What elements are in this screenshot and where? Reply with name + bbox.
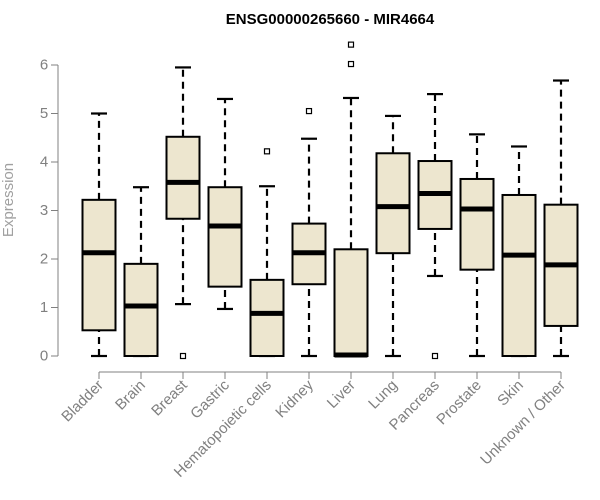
box-iqr bbox=[123, 262, 159, 358]
x-tick-label: Kidney bbox=[272, 376, 317, 421]
y-tick-label: 3 bbox=[40, 202, 48, 219]
x-tick-label: Lung bbox=[365, 377, 401, 413]
y-tick-label: 1 bbox=[40, 299, 48, 316]
outlier-point bbox=[347, 60, 355, 68]
box-iqr bbox=[459, 177, 495, 271]
box-iqr bbox=[81, 198, 117, 332]
box-iqr bbox=[333, 248, 369, 357]
outlier-point bbox=[305, 107, 313, 115]
y-tick-label: 4 bbox=[40, 154, 48, 171]
outlier-point bbox=[179, 352, 187, 360]
y-tick-label: 5 bbox=[40, 105, 48, 122]
y-axis-label: Expression bbox=[0, 163, 17, 237]
x-tick-label: Liver bbox=[324, 377, 359, 412]
x-tick-label: Bladder bbox=[58, 377, 107, 426]
x-tick-label: Skin bbox=[494, 377, 527, 410]
y-tick-label: 0 bbox=[40, 348, 48, 365]
outlier-point bbox=[431, 352, 439, 360]
box-iqr bbox=[165, 135, 201, 220]
box-iqr bbox=[249, 278, 285, 358]
x-tick-label: Brain bbox=[112, 377, 149, 414]
box-iqr bbox=[375, 152, 411, 255]
x-tick-label: Prostate bbox=[433, 377, 485, 429]
chart-title: ENSG00000265660 - MIR4664 bbox=[226, 11, 435, 28]
outlier-point bbox=[263, 148, 271, 155]
x-tick-label: Breast bbox=[148, 376, 191, 419]
box-iqr bbox=[501, 193, 537, 357]
y-tick-label: 2 bbox=[40, 251, 48, 268]
y-tick-label: 6 bbox=[40, 57, 48, 74]
box-iqr bbox=[207, 186, 243, 288]
outlier-point bbox=[347, 41, 355, 48]
